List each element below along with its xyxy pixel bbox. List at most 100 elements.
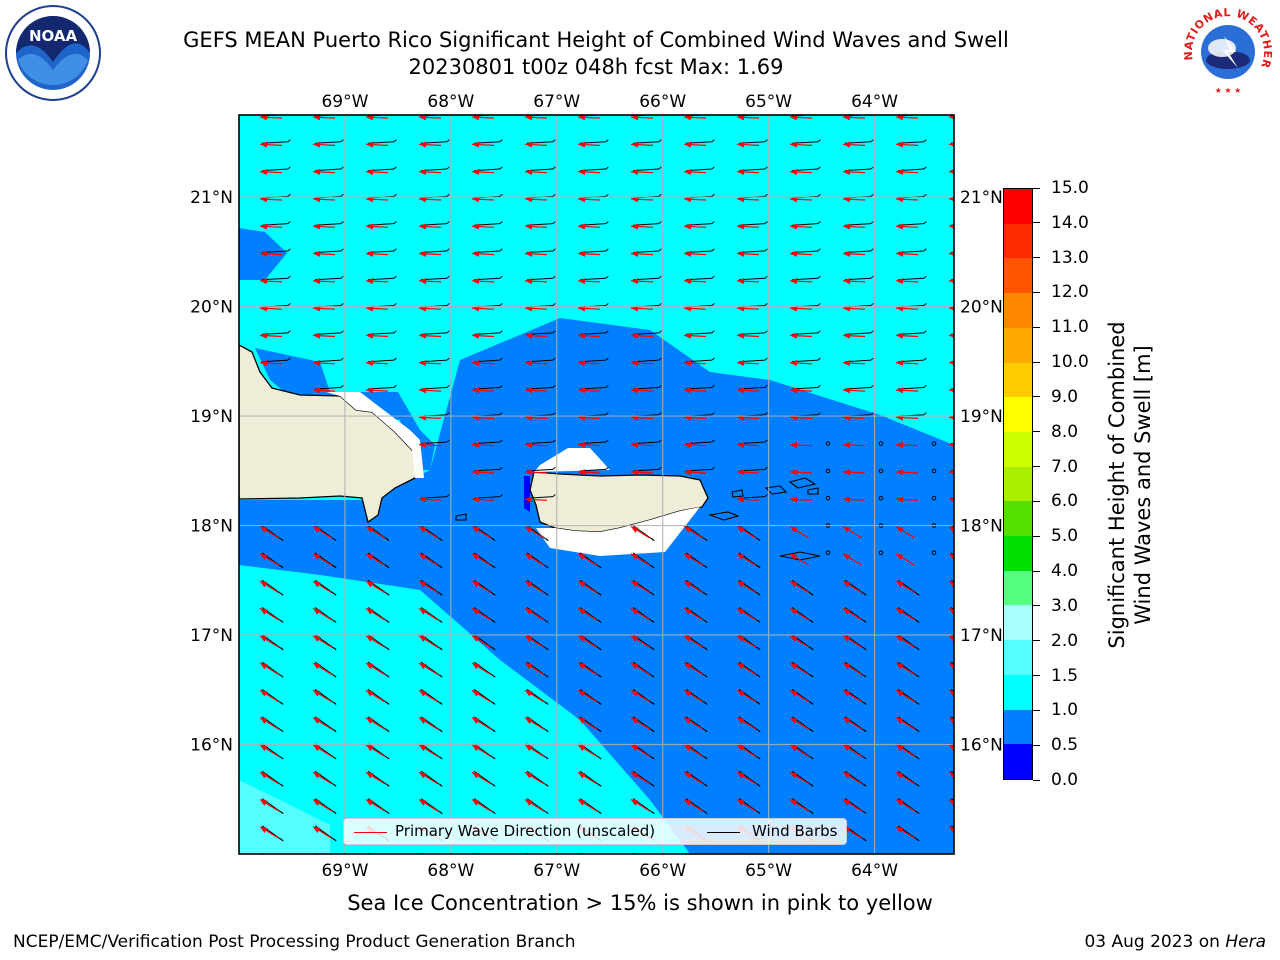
wind-barb <box>685 852 689 854</box>
wind-barb-flag <box>870 384 874 388</box>
wind-barb-flag <box>281 866 283 868</box>
wind-barb-flag <box>870 412 874 416</box>
wave-direction-arrowhead <box>737 526 745 533</box>
wave-direction-arrowhead <box>525 250 533 257</box>
wave-direction-arrowhead <box>366 635 374 642</box>
wind-barb-flag <box>493 866 495 868</box>
wave-direction-arrowhead <box>525 360 533 367</box>
white-mask-pr <box>534 448 700 556</box>
wave-direction-arrowhead <box>525 581 533 588</box>
wave-direction-arrowhead <box>843 168 851 175</box>
wind-barb <box>950 470 954 472</box>
sea-ice-note: Sea Ice Concentration > 15% is shown in … <box>347 891 933 915</box>
wind-barb-flag <box>446 275 450 279</box>
wind-barb-flag <box>393 330 397 334</box>
wave-direction-arrowhead <box>790 772 798 779</box>
wind-barb <box>950 852 954 854</box>
wind-barb-flag <box>810 783 814 787</box>
wind-barb <box>950 442 954 445</box>
wind-barb-calm <box>825 468 831 474</box>
wind-barb-flag <box>651 619 655 623</box>
wind-barb-flag <box>393 221 397 225</box>
wave-direction-arrowhead <box>578 799 586 806</box>
wind-barb-flag <box>545 592 549 596</box>
wave-direction-arrow <box>578 853 579 854</box>
wave-direction-arrowhead <box>260 854 268 860</box>
wind-barb-flag <box>817 193 821 197</box>
wind-barb-flag <box>970 702 972 704</box>
wave-direction-arrowhead <box>684 635 692 642</box>
wind-barb-flag <box>340 248 344 252</box>
wave-direction-arrowhead <box>525 278 533 285</box>
wind-barb-flag <box>923 330 927 334</box>
wind-barb-flag <box>863 674 867 678</box>
wind-barb-flag <box>970 675 972 677</box>
wind-barb-flag <box>492 647 496 651</box>
wind-barb-calm <box>931 495 937 501</box>
wave-direction-arrowhead <box>790 223 798 230</box>
wave-direction-arrowhead <box>525 663 533 670</box>
wave-direction-arrowhead <box>525 772 533 779</box>
wind-barb-flag <box>711 248 715 252</box>
wave-direction-arrowhead <box>790 854 798 860</box>
wave-direction-arrowhead <box>419 387 427 394</box>
wind-barb-flag <box>605 412 609 416</box>
wind-barb-flag <box>280 674 284 678</box>
wind-barb-flag <box>810 592 814 596</box>
wind-barb-flag <box>916 811 920 814</box>
wave-direction-arrowhead <box>313 360 321 367</box>
wave-direction-arrowhead <box>896 581 904 588</box>
wind-barb-flag <box>439 674 443 678</box>
bottom-lon-labels: 69°W 68°W 67°W 66°W 65°W 64°W <box>321 861 898 881</box>
wave-direction-arrowhead <box>896 250 904 257</box>
wind-barb <box>897 852 901 854</box>
wind-barb-flag <box>923 193 927 197</box>
wave-direction-arrowhead <box>472 387 480 394</box>
wave-direction-arrowhead <box>366 526 374 533</box>
wind-barb-flag <box>658 139 662 143</box>
wave-direction-arrowhead <box>843 332 851 339</box>
wind-barb-flag <box>492 565 496 569</box>
wind-barb-flag <box>923 275 927 279</box>
wave-direction-arrowhead <box>631 854 639 860</box>
wave-direction-arrowhead <box>684 141 692 148</box>
wind-barb-flag <box>711 330 715 334</box>
wave-direction-arrowhead <box>525 526 533 533</box>
wave-direction-arrowhead <box>843 608 851 615</box>
wave-direction-arrowhead <box>313 168 321 175</box>
wave-direction-arrowhead <box>260 663 268 670</box>
wave-direction-arrowhead <box>790 553 798 561</box>
wind-barb-flag <box>923 357 927 361</box>
wind-barb-flag <box>333 838 337 842</box>
wind-barb-flag <box>439 619 443 623</box>
lon-label-top: 67°W <box>533 92 580 112</box>
wind-barb-flag <box>817 303 821 306</box>
wind-barb-flag <box>916 619 920 623</box>
wave-direction-arrowhead <box>419 608 427 615</box>
wind-barb-flag <box>605 275 609 279</box>
wind-barb <box>950 497 954 499</box>
wind-barb-flag <box>970 866 972 868</box>
colorbar-tick <box>1033 535 1040 537</box>
lat-label-right: 20°N <box>960 298 1003 318</box>
wave-direction-arrowhead <box>419 250 427 257</box>
lon-label-top: 64°W <box>851 92 898 112</box>
wave-direction-arrowhead <box>684 717 692 724</box>
wave-direction-arrowhead <box>419 360 427 367</box>
wave-direction-arrowhead <box>366 854 374 860</box>
wind-barb-flag <box>651 756 655 760</box>
wave-direction-arrowhead <box>790 608 798 615</box>
wind-barb-flag <box>333 565 337 569</box>
wind-barb-flag <box>970 620 972 622</box>
wave-direction-arrowhead <box>737 196 745 203</box>
wind-barb-flag <box>705 866 707 868</box>
wind-barb-flag <box>605 330 609 334</box>
wind-barb-flag <box>870 248 874 252</box>
wave-direction-arrowhead <box>419 581 427 588</box>
wind-barb-flag <box>871 112 873 114</box>
colorbar-tick-label: 0.5 <box>1051 735 1079 756</box>
wind-barb-flag <box>977 385 979 387</box>
wave-direction-arrowhead <box>313 115 321 121</box>
wave-direction-arrowhead <box>843 635 851 642</box>
wave-direction-arrowhead <box>313 278 321 285</box>
